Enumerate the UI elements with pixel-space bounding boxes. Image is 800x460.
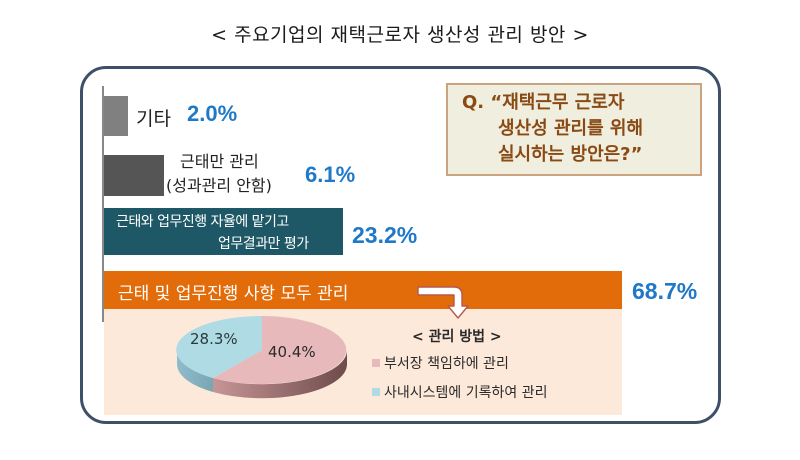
bar-label-attendance-only-sub: (성과관리 안함): [166, 176, 272, 195]
bar-label-attendance-only: 근태만 관리: [180, 152, 259, 171]
bar-value-other: 2.0%: [187, 101, 238, 126]
pie-chart: 28.3% 40.4%: [176, 315, 348, 399]
bar-label-manage-all: 근태 및 업무진행 사항 모두 관리: [118, 284, 349, 304]
bar-value-manage-all: 68.7%: [632, 278, 698, 304]
legend-label: 부서장 책임하에 관리: [384, 356, 509, 372]
bar-label-results-only: 근태와 업무진행 자율에 맡기고: [116, 214, 289, 230]
bar-attendance-only: [104, 155, 164, 196]
category-axis: [102, 86, 104, 322]
legend-item-internal-system: 사내시스템에 기록하여 관리: [372, 382, 547, 402]
legend-swatch-blue: [372, 388, 380, 396]
pie-slice-department-head: [213, 316, 347, 384]
pie-legend-title: < 관리 방법 >: [412, 329, 502, 345]
legend-swatch-pink: [372, 359, 380, 367]
pie-slice-internal-system: [176, 315, 262, 378]
bar-value-attendance-only: 6.1%: [305, 162, 356, 187]
svg-text:40.4%: 40.4%: [268, 343, 316, 361]
legend-label: 사내시스템에 기록하여 관리: [384, 385, 548, 401]
question-line-1: Q. “재택근무 근로자: [462, 92, 625, 113]
question-line-2: 생산성 관리를 위해: [498, 118, 644, 139]
legend-item-department-head: 부서장 책임하에 관리: [372, 353, 509, 373]
question-line-3: 실시하는 방안은?”: [498, 144, 643, 165]
bar-label-other: 기타: [136, 108, 171, 130]
bar-manage-all: [104, 271, 622, 309]
bar-value-results-only: 23.2%: [352, 222, 418, 248]
svg-text:28.3%: 28.3%: [190, 330, 238, 348]
bar-other: [104, 96, 128, 136]
bent-arrow-down-icon: [417, 286, 469, 319]
bar-results-only: [104, 208, 343, 255]
question-box: Q. “재택근무 근로자 생산성 관리를 위해 실시하는 방안은?”: [446, 83, 702, 176]
chart-title: < 주요기업의 재택근로자 생산성 관리 방안 >: [211, 24, 589, 46]
bar-label-results-only-sub: 업무결과만 평가: [218, 236, 309, 252]
